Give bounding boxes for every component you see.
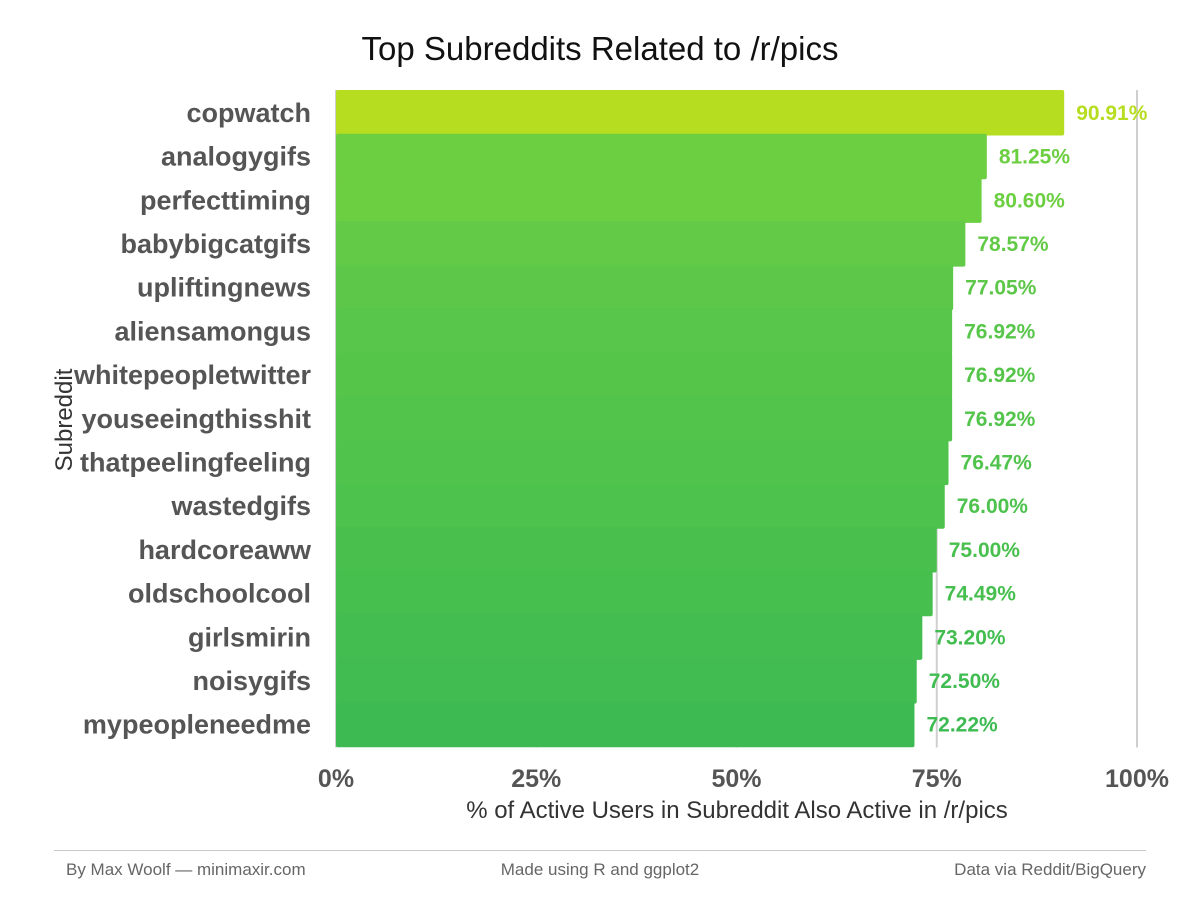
bar [336,308,953,354]
data-label: 76.47% [961,451,1033,474]
bar [336,527,937,573]
data-label: 74.49% [945,583,1017,606]
category-label: perfecttiming [140,185,311,215]
data-label: 77.05% [965,277,1037,300]
category-label: aliensamongus [114,316,311,346]
data-label: 76.92% [964,320,1036,343]
x-tick-label: 100% [1105,765,1169,793]
chart-title: Top Subreddits Related to /r/pics [361,30,839,67]
data-label: 75.00% [949,539,1021,562]
bar [336,570,933,617]
x-tick-label: 50% [711,765,761,793]
category-label: analogygifs [161,142,311,172]
category-label: copwatch [186,98,311,128]
category-label: thatpeelingfeeling [80,447,311,477]
bar [336,133,987,180]
y-axis-label: Subreddit [51,368,78,472]
data-label: 76.92% [964,408,1036,431]
category-label: hardcoreaww [138,535,312,565]
category-label: noisygifs [192,666,311,696]
bar [336,90,1065,136]
category-label: oldschoolcool [128,579,311,609]
footer-author: By Max Woolf — minimaxir.com [66,860,306,879]
bar [336,177,982,223]
bar [336,701,915,748]
data-label: 72.50% [929,670,1001,693]
category-label: upliftingnews [137,273,311,303]
category-label: wastedgifs [170,491,311,521]
data-label: 78.57% [977,233,1049,256]
data-label: 72.22% [926,714,998,737]
bar [336,264,954,311]
bar [336,483,945,529]
x-tick-label: 25% [511,765,561,793]
category-label: girlsmirin [188,622,311,652]
x-tick-label: 0% [318,765,354,793]
bar [336,352,953,398]
footer-divider [54,850,1146,851]
data-label: 76.00% [957,495,1029,518]
bar [336,614,923,660]
x-tick-label: 75% [912,765,962,793]
footer-source: Data via Reddit/BigQuery [954,860,1146,879]
category-label: youseeingthisshit [81,404,311,434]
category-label: whitepeopletwitter [73,360,312,390]
bar [336,439,949,486]
bar [336,658,917,704]
x-axis-label: % of Active Users in Subreddit Also Acti… [466,797,1008,824]
data-label: 81.25% [999,146,1071,169]
category-label: babybigcatgifs [120,229,311,259]
footer-tools: Made using R and ggplot2 [500,860,700,879]
data-label: 80.60% [994,189,1066,212]
data-label: 73.20% [934,626,1006,649]
data-label: 90.91% [1076,102,1148,125]
data-label: 76.92% [964,364,1036,387]
category-label: mypeopleneedme [83,710,311,740]
bar [336,221,966,267]
bar [336,395,953,442]
